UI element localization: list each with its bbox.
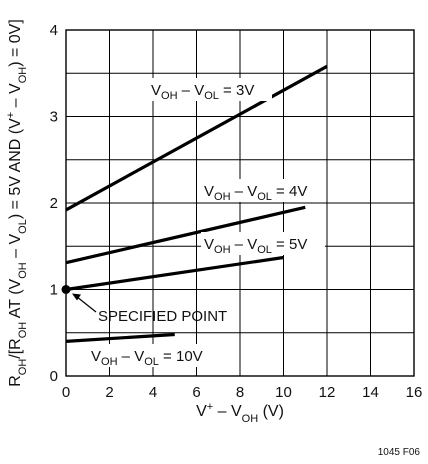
series-label: VOH – VOL = 3V: [151, 82, 254, 102]
y-tick-label: 3: [50, 109, 58, 126]
y-axis-title: ROH/[ROH AT (VOH – VOL) = 5V AND (V+ – V…: [5, 19, 29, 387]
specified-point-arrowhead: [72, 293, 81, 301]
series-label-background: [88, 344, 222, 367]
specified-point-marker: [61, 285, 71, 294]
y-tick-label: 1: [50, 282, 58, 299]
x-tick-label: 10: [275, 384, 292, 401]
series-line: [65, 255, 284, 292]
y-tick-label: 0: [50, 368, 58, 385]
series-label-background: [148, 78, 272, 101]
figure-id: 1045 F06: [378, 447, 421, 458]
x-tick-label: 8: [236, 384, 244, 401]
x-axis-title: V+ – VOH (V): [196, 401, 284, 425]
series-line: [65, 64, 328, 212]
x-tick-label: 16: [406, 384, 423, 401]
series-labels: VOH – VOL = 3V VOH – VOL = 4V VOH – VOL = …: [88, 78, 325, 368]
x-tick-label: 12: [319, 384, 336, 401]
plot-frame: [65, 29, 415, 377]
grid: [66, 30, 414, 376]
x-tick-label: 2: [105, 384, 113, 401]
x-tick-label: 0: [62, 384, 70, 401]
series-lines: [65, 64, 328, 343]
y-tick-label: 4: [50, 22, 58, 39]
series-line: [65, 332, 175, 343]
y-tick-label: 2: [50, 195, 58, 212]
x-tick-label: 14: [362, 384, 379, 401]
x-tick-label: 6: [192, 384, 200, 401]
series-label-background: [201, 232, 325, 255]
specified-point-label: SPECIFIED POINT: [98, 308, 227, 325]
series-line: [65, 205, 306, 265]
series-label: VOH – VOL = 5V: [204, 236, 307, 256]
series-label: VOH – VOL = 4V: [204, 183, 307, 203]
series-label-background: [201, 179, 325, 202]
x-tick-label: 4: [149, 384, 157, 401]
series-label: VOH – VOL = 10V: [91, 348, 203, 368]
